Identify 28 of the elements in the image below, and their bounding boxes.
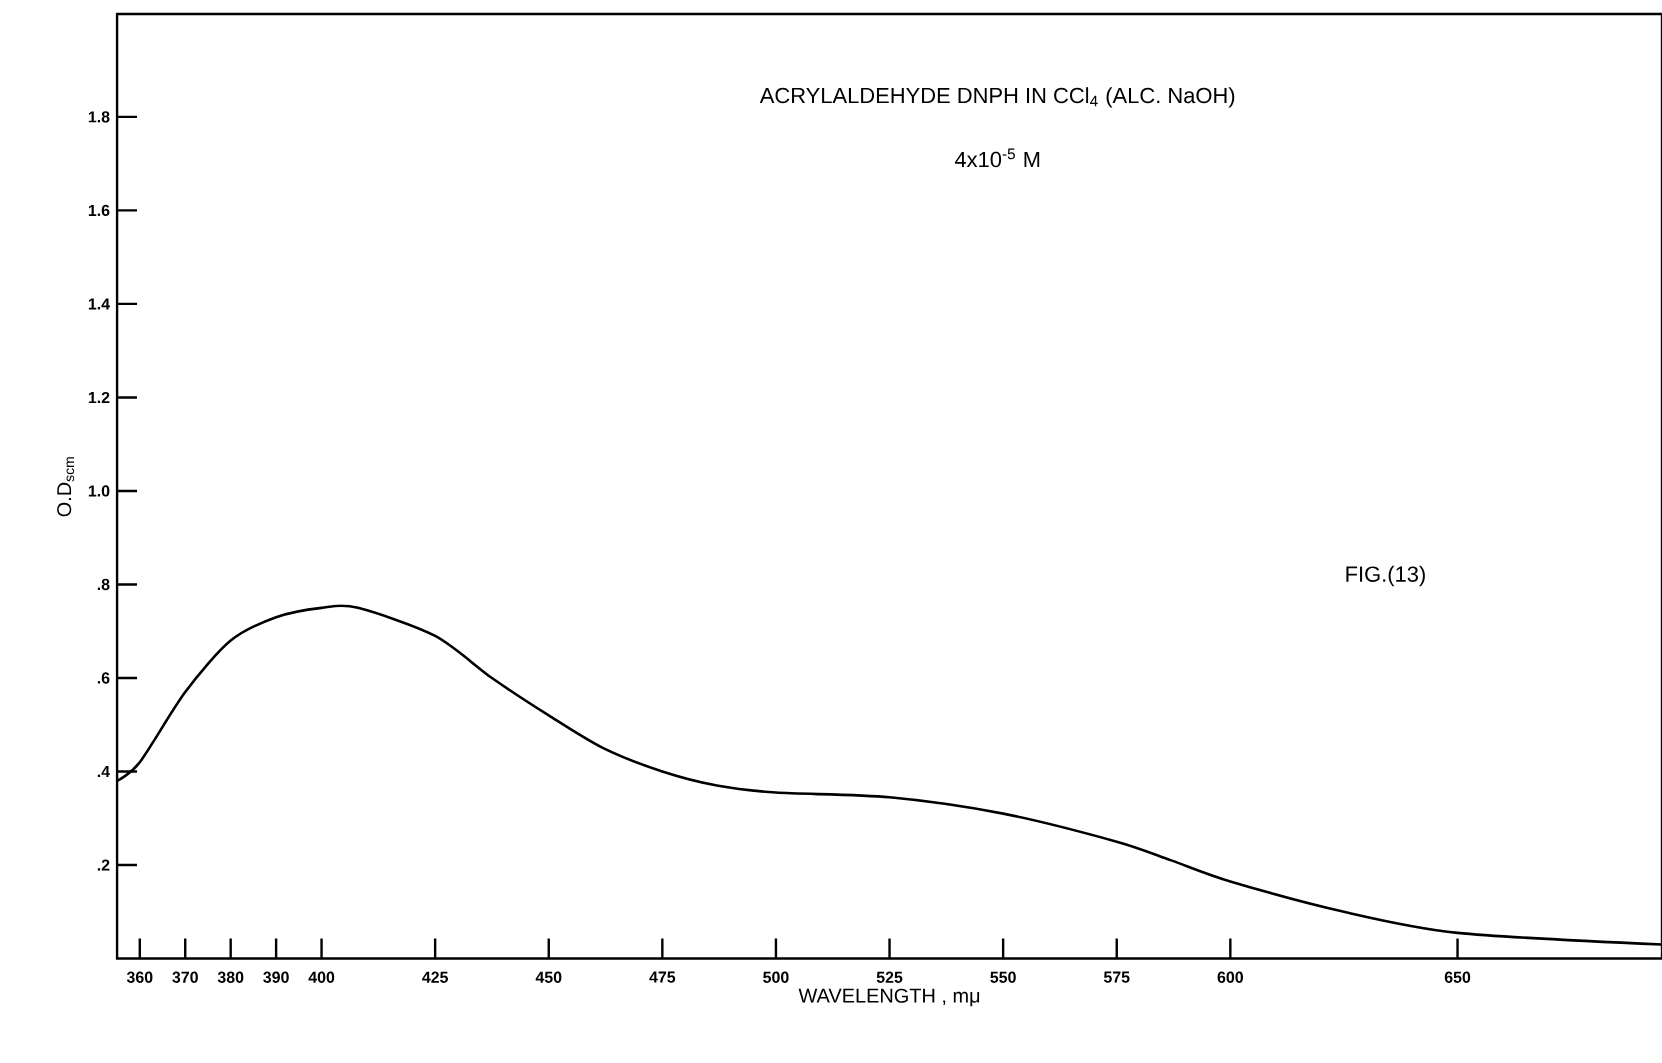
x-tick-label: 475 bbox=[649, 971, 676, 983]
annotation: FIG.(13) bbox=[1346, 566, 1425, 587]
x-tick-label: 575 bbox=[1103, 971, 1130, 983]
y-tick-label: 1.6 bbox=[88, 204, 110, 217]
y-axis-title: O.D$_{scm}$ bbox=[57, 457, 75, 517]
x-tick-label: 550 bbox=[990, 971, 1016, 984]
y-tick-label: 1.0 bbox=[88, 485, 110, 497]
y-tick-label: 1.8 bbox=[88, 111, 110, 123]
x-tick-label: 370 bbox=[172, 971, 198, 984]
text: 4x10$^{-5}$ M bbox=[954, 148, 1040, 168]
y-tick-label: 1.4 bbox=[88, 298, 110, 310]
x-tick-label: 650 bbox=[1444, 971, 1471, 984]
x-tick-label: 380 bbox=[217, 971, 244, 984]
x-tick-label: 450 bbox=[535, 971, 562, 984]
x-tick-label: 360 bbox=[126, 971, 153, 984]
y-tick-label: .2 bbox=[97, 859, 110, 871]
y-tick-label: .6 bbox=[97, 672, 110, 684]
x-tick-label: 600 bbox=[1217, 971, 1243, 984]
x-tick-label: 425 bbox=[422, 971, 448, 984]
x-tick-label: 525 bbox=[876, 971, 903, 984]
x-tick-label: 400 bbox=[308, 971, 335, 984]
text: ACRYLALDEHYDE DNPH IN CCl$_{4}$ (ALC. NaOH) bbox=[759, 87, 1235, 108]
x-tick-label: 390 bbox=[263, 971, 289, 984]
y-tick-label: .8 bbox=[97, 579, 110, 591]
x-axis-title: WAVELENGTH , mμ bbox=[798, 988, 980, 1007]
x-tick-label: 500 bbox=[763, 971, 789, 984]
y-tick-label: 1.2 bbox=[88, 392, 110, 404]
y-tick-label: .4 bbox=[97, 766, 110, 778]
